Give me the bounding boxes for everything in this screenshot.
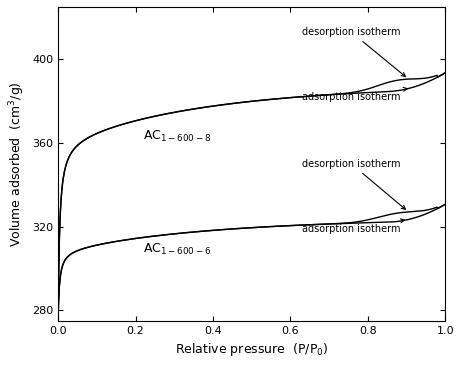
Text: desorption isotherm: desorption isotherm bbox=[302, 159, 405, 210]
Text: AC$_{1-600-6}$: AC$_{1-600-6}$ bbox=[143, 242, 212, 257]
X-axis label: Relative pressure  (P/P$_0$): Relative pressure (P/P$_0$) bbox=[175, 341, 328, 358]
Text: adsorption isotherm: adsorption isotherm bbox=[302, 219, 404, 234]
Text: desorption isotherm: desorption isotherm bbox=[302, 27, 405, 77]
Y-axis label: Volume adsorbed  (cm$^3$/g): Volume adsorbed (cm$^3$/g) bbox=[7, 81, 27, 247]
Text: AC$_{1-600-8}$: AC$_{1-600-8}$ bbox=[143, 129, 212, 144]
Text: adsorption isotherm: adsorption isotherm bbox=[302, 87, 407, 102]
